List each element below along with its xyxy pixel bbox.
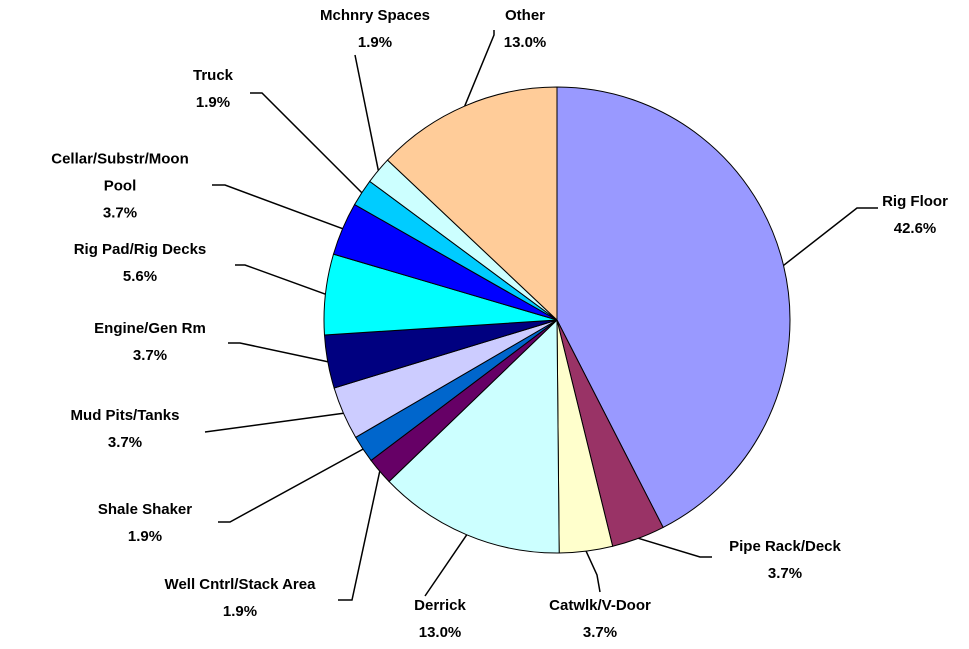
slice-label: Derrick 13.0%: [414, 592, 466, 646]
category-label: Derrick: [414, 597, 466, 614]
leader-line: [424, 534, 468, 597]
leader-line: [204, 412, 344, 433]
slice-label: Truck 1.9%: [193, 62, 233, 116]
category-label: Engine/Gen Rm: [94, 320, 206, 337]
category-label: Well Cntrl/Stack Area: [164, 576, 316, 593]
value-label: 3.7%: [132, 347, 168, 364]
category-label: Mchnry Spaces: [319, 7, 431, 24]
category-label: Truck: [192, 67, 234, 84]
leader-line: [464, 30, 495, 107]
leader-line: [338, 471, 381, 601]
value-label: 1.9%: [127, 528, 163, 545]
value-label: 5.6%: [122, 268, 158, 285]
leader-line: [250, 92, 363, 194]
value-label: 3.7%: [582, 624, 618, 641]
leader-line: [638, 537, 712, 558]
pie-slice: [556, 86, 791, 529]
value-label: 3.7%: [102, 204, 138, 222]
leader-line: [218, 448, 364, 523]
value-label: 1.9%: [195, 94, 231, 111]
slice-label: Mchnry Spaces 1.9%: [320, 2, 430, 56]
slice-label: Pipe Rack/Deck 3.7%: [729, 533, 841, 587]
value-label: 3.7%: [767, 565, 803, 582]
leader-line: [585, 550, 601, 593]
value-label: 13.0%: [503, 34, 547, 51]
leader-line: [212, 184, 343, 230]
pie-slice: [388, 318, 560, 554]
value-label: 13.0%: [418, 624, 462, 641]
leader-line: [354, 54, 380, 171]
value-label: 1.9%: [222, 603, 258, 620]
slice-label: Cellar/Substr/Moon Pool 3.7%: [38, 146, 203, 227]
category-label: Shale Shaker: [97, 501, 193, 518]
slice-label: Rig Floor 42.6%: [882, 188, 948, 242]
value-label: 3.7%: [107, 434, 143, 451]
slice-label: Well Cntrl/Stack Area 1.9%: [165, 571, 316, 625]
category-label: Rig Pad/Rig Decks: [73, 241, 207, 258]
slice-label: Engine/Gen Rm 3.7%: [94, 315, 206, 369]
value-label: 1.9%: [357, 34, 393, 51]
slice-label: Rig Pad/Rig Decks 5.6%: [74, 236, 207, 290]
leader-line: [228, 342, 328, 363]
slice-label: Shale Shaker 1.9%: [98, 496, 192, 550]
category-label: Mud Pits/Tanks: [70, 407, 180, 424]
leader-line: [235, 264, 326, 295]
value-label: 42.6%: [893, 220, 937, 237]
slice-label: Mud Pits/Tanks 3.7%: [71, 402, 180, 456]
category-label: Rig Floor: [882, 193, 948, 210]
slice-label: Catwlk/V-Door 3.7%: [549, 592, 651, 646]
category-label: Catwlk/V-Door: [549, 597, 651, 614]
slice-label: Other 13.0%: [504, 2, 547, 56]
pie-slice: [386, 86, 558, 322]
category-label: Cellar/Substr/Moon Pool: [51, 150, 189, 195]
category-label: Other: [504, 7, 546, 24]
category-label: Pipe Rack/Deck: [729, 538, 841, 555]
leader-line: [783, 207, 878, 267]
